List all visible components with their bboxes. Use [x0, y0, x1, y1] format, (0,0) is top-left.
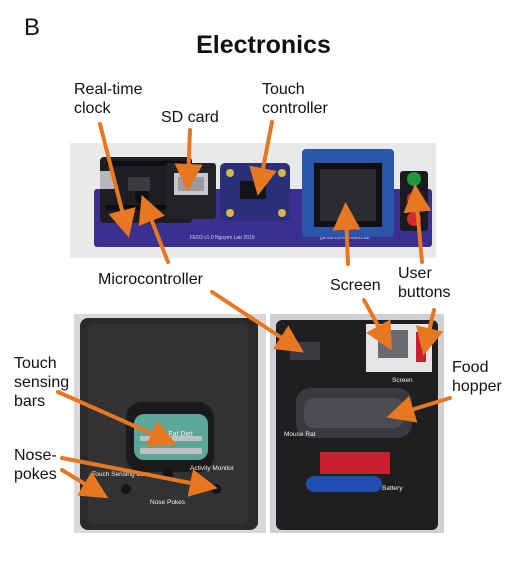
photo-label-activity-monitor: Activity Monitor [190, 465, 235, 472]
device-front-photo: High Fat Diet Touch Sensing Bars Activit… [74, 314, 266, 533]
label-food-hopper: Food hopper [452, 359, 502, 396]
power-board [320, 452, 390, 474]
red-button-2 [407, 212, 421, 226]
red-button-1 [407, 192, 421, 206]
nose-poke-right [211, 484, 221, 494]
label-touch-sensing-bars: Touch sensing bars [14, 355, 70, 411]
photo-label-screen: Screen [392, 377, 413, 384]
green-button [407, 172, 421, 186]
photo-label-mouse-rat: Mouse Rat [284, 431, 316, 438]
label-nose-pokes: Nose- pokes [14, 447, 57, 484]
device-open-photo: Screen Mouse Rat Battery [270, 314, 444, 533]
photo-label-nose-pokes: Nose Pokes [150, 499, 186, 506]
label-real-time-clock: Real-time clock [74, 81, 143, 118]
figure-title: Electronics [196, 31, 331, 59]
svg-text:FED3 v1.0 Nguyen Lab 2019: FED3 v1.0 Nguyen Lab 2019 [190, 235, 255, 241]
battery [306, 476, 382, 492]
nose-poke-left [121, 484, 131, 494]
photo-label-high-fat-diet: High Fat Diet [152, 431, 193, 438]
photo-label-touch-sensing-bars: Touch Sensing Bars [92, 471, 151, 478]
label-touch-controller: Touch controller [262, 81, 328, 118]
panel-letter: B [24, 14, 41, 41]
label-microcontroller: Microcontroller [98, 271, 203, 288]
touch-bar-1 [140, 448, 202, 454]
label-sd-card: SD card [161, 109, 219, 126]
label-user-buttons: User buttons [398, 265, 451, 302]
electronics-board-photo: FED3 v1.0 Nguyen Lab 2019 github.com/Kra… [70, 143, 436, 258]
activity-led [163, 469, 173, 479]
label-screen: Screen [330, 277, 381, 294]
microcontroller-in-device [290, 342, 320, 360]
photo-label-battery: Battery [382, 485, 403, 492]
